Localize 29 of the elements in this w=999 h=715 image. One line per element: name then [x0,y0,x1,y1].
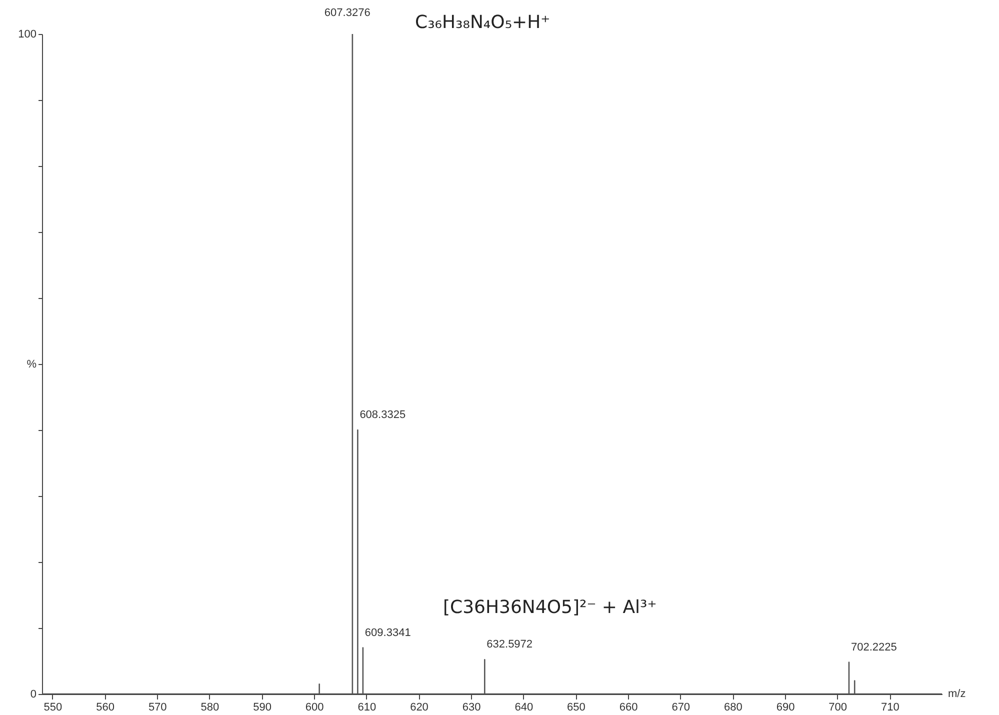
x-tick-label: 580 [200,702,220,714]
annotation: 608.3325 [360,409,406,421]
x-tick-label: 630 [462,702,481,714]
x-tick-label: 640 [514,702,534,714]
x-tick-label: 610 [358,702,376,714]
y-tick-label: 100 [18,28,36,40]
text: C₃₆H₃₈N₄O₅+H⁺ [415,12,550,33]
x-tick-label: 620 [410,702,428,714]
x-tick-label: 560 [96,702,114,714]
annotation: [C36H36N4O5]²⁻ + Al³⁺ [443,597,657,618]
x-axis-title: m/z [948,688,966,700]
line-series [42,34,942,694]
annotation: 609.3341 [364,626,411,639]
x-tick-label: 650 [567,702,586,714]
annotation: 607.3276 [324,7,370,19]
x-tick-label: 710 [880,702,900,714]
annotation: 702.2225 [850,641,897,654]
y-tick-label: % [26,358,37,370]
y-tick-label: 0 [30,688,36,700]
x-tick-label: 590 [253,702,272,714]
x-tick-label: 550 [44,702,62,714]
x-tick-label: 700 [828,702,848,714]
x-tick-label: 690 [776,702,795,714]
x-tick-label: 600 [305,702,324,714]
x-tick-label: 660 [619,702,638,714]
annotation: 632.5972 [486,638,533,651]
x-tick-label: 670 [672,702,690,714]
x-tick-label: 570 [148,702,167,714]
x-tick-label: 680 [724,702,742,714]
